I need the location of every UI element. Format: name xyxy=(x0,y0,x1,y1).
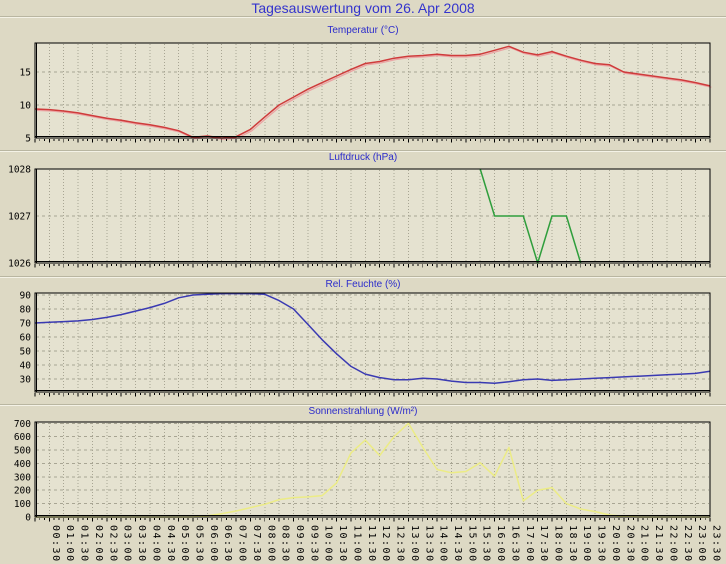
x-tick-label: 13:30 xyxy=(423,525,434,563)
y-tick-label: 80 xyxy=(20,304,32,315)
x-tick-label: 12:00 xyxy=(380,525,391,563)
y-tick-label: 30 xyxy=(20,374,32,385)
x-tick-label: 03:30 xyxy=(136,525,147,563)
x-tick-label: 11:00 xyxy=(351,525,362,563)
temperature-series-line xyxy=(34,45,711,139)
y-tick-label: 200 xyxy=(14,486,31,497)
divider xyxy=(0,16,726,18)
x-tick-label: 04:30 xyxy=(165,525,176,563)
x-tick-label: 00:30 xyxy=(50,525,61,563)
x-tick-label: 09:30 xyxy=(308,525,319,563)
humidity-series-line xyxy=(34,292,711,384)
x-tick-label: 13:00 xyxy=(409,525,420,563)
y-tick-label: 1026 xyxy=(8,259,31,270)
x-tick-label: 09:00 xyxy=(294,525,305,563)
x-tick-label: 14:00 xyxy=(438,525,449,563)
x-tick-label: 19:00 xyxy=(581,525,592,563)
x-tick-label: 01:00 xyxy=(64,525,75,563)
x-tick-label: 01:30 xyxy=(79,525,90,563)
x-tick-label: 18:00 xyxy=(553,525,564,563)
pressure-plot-border xyxy=(34,168,711,264)
y-tick-label: 50 xyxy=(20,346,32,357)
y-tick-label: 15 xyxy=(20,68,31,79)
x-tick-label: 18:30 xyxy=(567,525,578,563)
x-tick-label: 22:00 xyxy=(667,525,678,563)
x-tick-label: 16:00 xyxy=(495,525,506,563)
temperature-plot-area xyxy=(35,43,710,138)
x-tick-label: 04:00 xyxy=(150,525,161,563)
x-tick-label: 10:00 xyxy=(323,525,334,563)
y-tick-label: 0 xyxy=(25,513,31,524)
x-tick-label: 07:00 xyxy=(237,525,248,563)
y-tick-label: 600 xyxy=(14,432,31,443)
x-tick-label: 21:30 xyxy=(653,525,664,563)
divider xyxy=(0,404,726,406)
x-tick-label: 06:30 xyxy=(222,525,233,563)
x-tick-label: 20:00 xyxy=(610,525,621,563)
y-tick-label: 10 xyxy=(20,101,32,112)
pressure-series-line xyxy=(479,168,582,264)
y-tick-label: 90 xyxy=(20,290,32,301)
x-tick-label: 17:00 xyxy=(524,525,535,563)
y-tick-label: 5 xyxy=(25,134,31,145)
x-tick-label: 23:00 xyxy=(696,525,707,563)
y-tick-label: 400 xyxy=(14,459,31,470)
y-tick-label: 100 xyxy=(14,499,31,510)
y-tick-label: 40 xyxy=(20,360,32,371)
x-tick-label: 08:30 xyxy=(280,525,291,563)
divider xyxy=(0,150,726,152)
x-tick-label: 08:00 xyxy=(265,525,276,563)
temperature-chart: 5 10 15 xyxy=(20,42,712,145)
x-tick-label: 03:00 xyxy=(122,525,133,563)
temperature-plot-border xyxy=(34,42,711,139)
x-tick-label: 07:30 xyxy=(251,525,262,563)
sun-plot-area xyxy=(35,422,710,517)
y-tick-label: 70 xyxy=(20,318,32,329)
y-tick-label: 60 xyxy=(20,332,32,343)
pressure-chart-title: Luftdruck (hPa) xyxy=(328,152,398,163)
x-tick-label: 12:30 xyxy=(395,525,406,563)
y-tick-label: 700 xyxy=(14,419,31,430)
x-tick-label: 05:00 xyxy=(179,525,190,563)
x-tick-label: 05:30 xyxy=(193,525,204,563)
temperature-chart-title: Temperatur (°C) xyxy=(327,25,399,36)
x-tick-label: 06:00 xyxy=(208,525,219,563)
y-tick-label: 1028 xyxy=(8,165,31,176)
x-tick-label: 17:30 xyxy=(538,525,549,563)
temperature-series-shadow xyxy=(36,47,712,141)
x-tick-label: 14:30 xyxy=(452,525,463,563)
humidity-chart: 30 40 50 60 70 80 90 xyxy=(20,290,711,397)
x-tick-label: 10:30 xyxy=(337,525,348,563)
x-tick-label: 02:00 xyxy=(93,525,104,563)
x-tick-label: 15:00 xyxy=(466,525,477,563)
humidity-plot-border xyxy=(34,292,711,393)
humidity-chart-title: Rel. Feuchte (%) xyxy=(325,279,401,290)
x-tick-label: 15:30 xyxy=(481,525,492,563)
x-tick-label: 02:30 xyxy=(107,525,118,563)
x-tick-label: 21:00 xyxy=(639,525,650,563)
x-tick-label: 19:30 xyxy=(596,525,607,563)
sun-chart-title: Sonnenstrahlung (W/m²) xyxy=(308,406,418,417)
pressure-chart: 1026 1027 1028 xyxy=(8,165,711,270)
page-title: Tagesauswertung vom 26. Apr 2008 xyxy=(251,0,475,16)
x-tick-label: 16:30 xyxy=(509,525,520,563)
x-tick-label: 22:30 xyxy=(682,525,693,563)
sun-plot-border xyxy=(34,421,711,518)
y-tick-label: 500 xyxy=(14,446,31,457)
x-tick-label: 20:30 xyxy=(624,525,635,563)
x-tick-label: 11:30 xyxy=(366,525,377,563)
x-tick-label: 23:30 xyxy=(711,525,722,563)
y-tick-label: 300 xyxy=(14,472,31,483)
y-tick-label: 1027 xyxy=(8,212,31,223)
divider xyxy=(0,276,726,278)
